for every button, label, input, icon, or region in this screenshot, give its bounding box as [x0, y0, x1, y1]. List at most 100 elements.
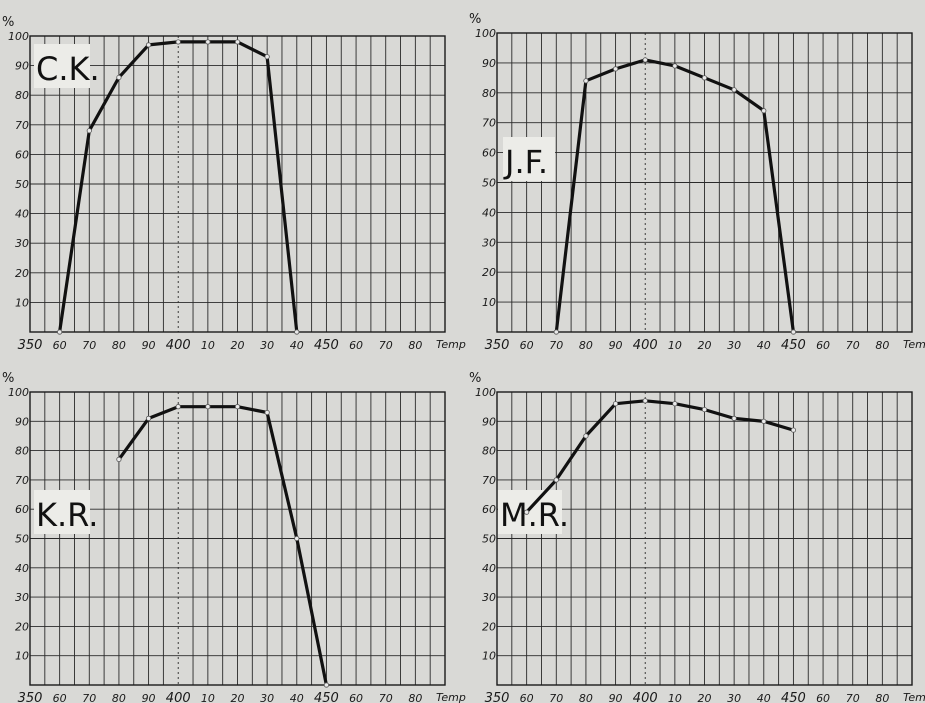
- data-point: [175, 404, 181, 410]
- data-point: [761, 418, 767, 424]
- x-tick-label: 70: [379, 692, 393, 703]
- plot-frame: [29, 35, 446, 333]
- data-point: [234, 39, 241, 45]
- x-tick-label: 80: [408, 692, 422, 703]
- x-tick-label: 60: [520, 339, 534, 352]
- y-tick-label: 10: [15, 296, 29, 309]
- panel-label: C.K.: [36, 50, 100, 88]
- data-point: [612, 401, 619, 407]
- x-tick-label: 70: [82, 339, 96, 352]
- data-point: [731, 87, 737, 93]
- x-axis-label: Temp: [436, 338, 466, 351]
- data-point: [583, 433, 589, 439]
- panel-label-background: [503, 137, 555, 181]
- y-tick-label: 80: [482, 445, 496, 458]
- x-tick-label: 20: [231, 339, 245, 352]
- series-line-kr: [117, 405, 328, 687]
- x-tick-label: 70: [846, 692, 860, 703]
- y-tick-label: 60: [482, 503, 496, 516]
- y-tick-label: 80: [482, 87, 496, 100]
- y-tick-label: 40: [15, 562, 29, 575]
- y-axis-label: %: [469, 371, 481, 386]
- x-tick-label: 30: [727, 339, 741, 352]
- chart-panel-ck: 10 20 30 40 50 60 70 80 90 100% 350 60 70 80 90 400 10 20…: [2, 15, 466, 353]
- data-point: [205, 39, 211, 45]
- x-tick-label: 70: [82, 692, 96, 703]
- panel-label-background: [34, 490, 90, 534]
- x-tick-label: 10: [668, 339, 682, 352]
- y-tick-label: 60: [15, 503, 29, 516]
- x-tick-label: 20: [231, 692, 245, 703]
- x-tick-label: 400: [166, 691, 191, 703]
- y-tick-label: 40: [482, 206, 496, 219]
- y-tick-label: 30: [15, 591, 29, 604]
- y-tick-label: 50: [482, 533, 496, 546]
- data-point: [642, 398, 648, 404]
- data-point: [790, 329, 797, 335]
- data-point: [553, 329, 559, 335]
- x-tick-label: 450: [314, 691, 339, 703]
- y-tick-label: 100: [475, 386, 496, 399]
- y-tick-label: 50: [15, 533, 29, 546]
- x-tick-label: 80: [875, 339, 889, 352]
- x-tick-label: 60: [349, 692, 363, 703]
- y-tick-label: 90: [482, 57, 496, 70]
- y-axis-label: %: [469, 12, 481, 27]
- panel-label: K.R.: [36, 496, 98, 534]
- data-point: [731, 415, 737, 421]
- x-tick-label: 90: [609, 692, 623, 703]
- y-tick-label: 10: [482, 650, 496, 663]
- y-tick-label: 20: [15, 267, 29, 280]
- x-tick-label: 80: [112, 339, 126, 352]
- panel-label: J.F.: [503, 143, 548, 181]
- x-tick-label: 400: [633, 691, 658, 703]
- x-tick-label: 70: [846, 339, 860, 352]
- data-point: [145, 42, 152, 48]
- y-tick-label: 20: [482, 620, 496, 633]
- x-tick-label: 40: [290, 692, 304, 703]
- x-tick-label: 350: [485, 691, 510, 703]
- y-tick-label: 10: [15, 650, 29, 663]
- x-tick-label: 350: [18, 338, 43, 353]
- y-axis-label: %: [2, 15, 14, 30]
- x-tick-label: 10: [201, 692, 215, 703]
- x-tick-label: 40: [757, 339, 771, 352]
- y-tick-label: 80: [15, 89, 29, 102]
- y-tick-label: 90: [15, 60, 29, 73]
- y-tick-label: 70: [15, 474, 29, 487]
- data-point: [583, 78, 589, 84]
- x-tick-label: 70: [549, 692, 563, 703]
- data-point: [116, 74, 122, 81]
- x-tick-label: 20: [698, 339, 712, 352]
- y-tick-label: 70: [482, 117, 496, 130]
- y-tick-label: 70: [15, 119, 29, 132]
- x-tick-label: 60: [816, 339, 830, 352]
- y-tick-label: 80: [15, 445, 29, 458]
- x-tick-label: 90: [609, 339, 623, 352]
- x-tick-label: 60: [53, 339, 67, 352]
- data-point: [264, 54, 270, 60]
- y-tick-label: 90: [15, 415, 29, 428]
- x-tick-label: 90: [142, 692, 156, 703]
- data-point: [553, 477, 559, 483]
- y-tick-label: 100: [475, 27, 496, 40]
- x-tick-label: 60: [520, 692, 534, 703]
- y-tick-label: 40: [15, 208, 29, 221]
- y-tick-label: 100: [8, 30, 29, 43]
- series-line-mr: [524, 399, 796, 514]
- data-point: [86, 128, 92, 134]
- y-tick-label: 100: [8, 386, 29, 399]
- y-tick-label: 10: [482, 296, 496, 309]
- y-tick-label: 50: [482, 177, 496, 190]
- data-point: [294, 329, 300, 335]
- x-tick-label: 10: [201, 339, 215, 352]
- x-tick-label: 30: [260, 692, 274, 703]
- y-tick-label: 30: [15, 237, 29, 250]
- data-point: [701, 75, 708, 81]
- y-tick-label: 50: [15, 178, 29, 191]
- x-tick-label: 60: [53, 692, 67, 703]
- x-tick-label: 400: [166, 338, 191, 353]
- x-axis-label: Temp: [903, 338, 925, 351]
- x-axis-label: Temp: [903, 691, 925, 703]
